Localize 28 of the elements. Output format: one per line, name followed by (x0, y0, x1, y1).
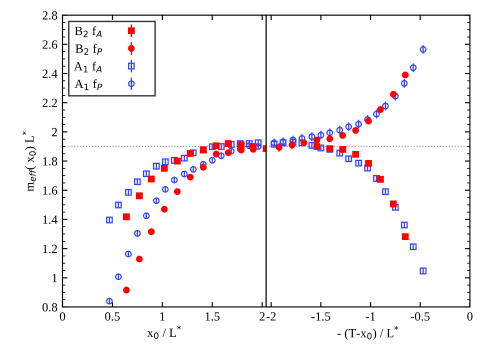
y-tick-label: 1.8 (43, 157, 58, 166)
legend-label: B$_{2}$ f$_{P}$ (75, 44, 102, 55)
x-tick-label: -0.5 (410, 312, 430, 321)
y-axis-title: m$_{eff}$( x$_{0}$) L$^{*}$ (22, 131, 36, 192)
y-tick-label: 1.2 (43, 244, 57, 254)
legend-label: B$_{2}$ f$_{A}$ (74, 26, 102, 38)
x-axis-title: x$_{0}$ / L$^{*}$ (147, 326, 181, 340)
legend-label: A$_{1}$ f$_{A}$ (74, 62, 102, 72)
legend-label: A$_{1}$ f$_{P}$ (74, 79, 102, 90)
y-tick-label: 2.8 (42, 11, 58, 20)
x-axis-title: - (T-x$_{0}$) / L$^{*}$ (338, 326, 398, 340)
y-tick-label: 1 (52, 274, 57, 282)
x-tick-label: 1 (160, 312, 165, 321)
x-tick-label: 0 (467, 312, 473, 321)
y-tick-label: 2 (52, 128, 57, 136)
x-tick-label: 0 (60, 312, 66, 321)
y-tick-label: 1.4 (43, 216, 58, 224)
y-tick-label: 1.6 (43, 186, 58, 195)
x-tick-label: 0.5 (105, 312, 120, 321)
y-tick-label: 2.4 (42, 70, 58, 78)
x-tick-label: -2 (266, 312, 276, 321)
y-tick-label: 0.8 (42, 303, 58, 312)
x-tick-label: 1.5 (206, 312, 220, 321)
y-tick-label: 2.2 (42, 98, 57, 108)
x-tick-label: 2 (260, 312, 265, 321)
x-tick-label: -1 (366, 312, 375, 321)
y-tick-label: 2.6 (42, 40, 58, 49)
x-tick-label: -1.5 (311, 312, 330, 321)
